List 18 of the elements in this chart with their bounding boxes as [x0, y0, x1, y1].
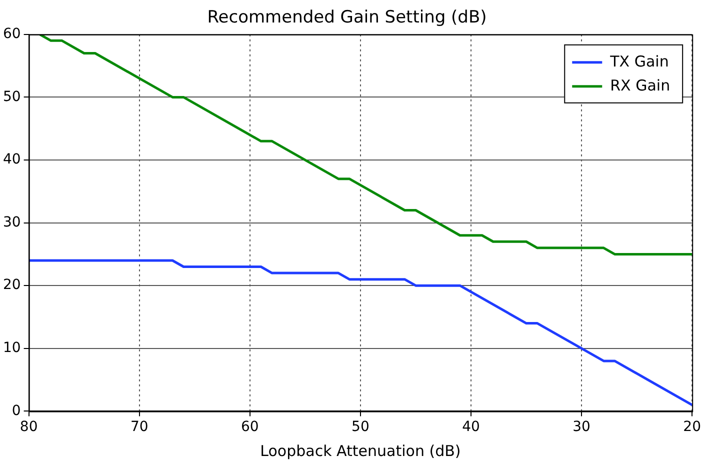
- y-tick-label: 30: [2, 214, 21, 230]
- legend-label: TX Gain: [609, 52, 669, 70]
- x-tick-label: 40: [462, 419, 480, 436]
- legend-label: RX Gain: [610, 76, 670, 94]
- y-tick-label: 60: [2, 26, 21, 42]
- y-tick-label: 0: [12, 402, 21, 419]
- x-tick-label: 20: [683, 419, 702, 436]
- x-tick-label: 30: [572, 419, 590, 436]
- x-tick-label: 60: [240, 419, 259, 436]
- y-tick-label: 50: [2, 88, 21, 105]
- x-tick-label: 70: [130, 419, 148, 436]
- x-tick-label: 80: [20, 419, 38, 436]
- y-tick-label: 20: [2, 277, 21, 294]
- y-tick-label: 10: [2, 340, 21, 356]
- chart-title: Recommended Gain Setting (dB): [207, 8, 487, 28]
- y-tick-label: 40: [2, 152, 21, 168]
- x-axis-title: Loopback Attenuation (dB): [260, 442, 461, 460]
- x-tick-label: 50: [352, 419, 370, 436]
